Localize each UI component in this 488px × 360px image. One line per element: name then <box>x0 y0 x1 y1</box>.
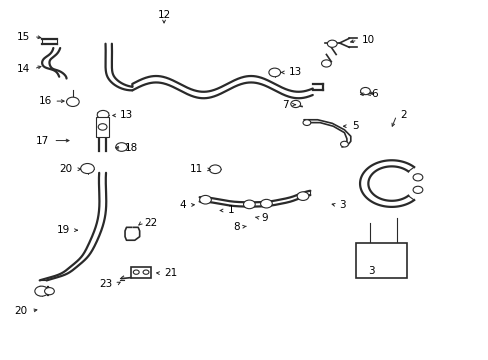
Circle shape <box>260 199 272 208</box>
Circle shape <box>412 174 422 181</box>
Text: 8: 8 <box>232 222 239 231</box>
Text: 14: 14 <box>17 64 30 74</box>
Text: 22: 22 <box>144 218 158 228</box>
Text: 15: 15 <box>17 32 30 41</box>
Circle shape <box>303 120 310 126</box>
Circle shape <box>35 286 48 296</box>
Circle shape <box>143 270 149 274</box>
Bar <box>131 267 151 278</box>
Circle shape <box>297 192 308 201</box>
Text: 13: 13 <box>120 111 133 121</box>
Text: 4: 4 <box>179 200 185 210</box>
Text: 1: 1 <box>227 206 234 216</box>
Text: 12: 12 <box>157 10 170 20</box>
Circle shape <box>290 100 300 108</box>
Circle shape <box>66 97 79 107</box>
Text: 18: 18 <box>125 143 138 153</box>
Circle shape <box>81 163 94 174</box>
Text: 9: 9 <box>261 213 267 222</box>
Text: 13: 13 <box>288 67 301 77</box>
Text: 19: 19 <box>57 225 70 235</box>
Text: 10: 10 <box>361 35 374 45</box>
Circle shape <box>97 111 109 119</box>
Text: 11: 11 <box>189 164 203 174</box>
Circle shape <box>327 40 336 47</box>
Circle shape <box>199 195 211 204</box>
Circle shape <box>133 270 139 274</box>
Circle shape <box>321 60 330 67</box>
Circle shape <box>268 68 280 77</box>
Circle shape <box>360 87 369 95</box>
Circle shape <box>209 165 221 174</box>
Circle shape <box>98 124 107 130</box>
Bar <box>355 243 406 278</box>
Text: 2: 2 <box>400 111 407 121</box>
Circle shape <box>340 141 347 147</box>
Text: 3: 3 <box>339 200 346 210</box>
Text: 6: 6 <box>370 89 377 99</box>
Circle shape <box>116 143 127 151</box>
Text: 7: 7 <box>281 100 288 110</box>
Text: 23: 23 <box>100 279 113 289</box>
Text: 20: 20 <box>14 306 27 316</box>
Text: 20: 20 <box>60 164 73 174</box>
Text: 21: 21 <box>163 268 177 278</box>
Bar <box>96 117 109 137</box>
Text: 5: 5 <box>351 121 358 131</box>
Text: 17: 17 <box>36 136 49 145</box>
Circle shape <box>412 186 422 193</box>
Text: 3: 3 <box>367 266 374 276</box>
Circle shape <box>243 200 255 209</box>
Circle shape <box>44 288 54 295</box>
Text: 16: 16 <box>39 96 52 106</box>
